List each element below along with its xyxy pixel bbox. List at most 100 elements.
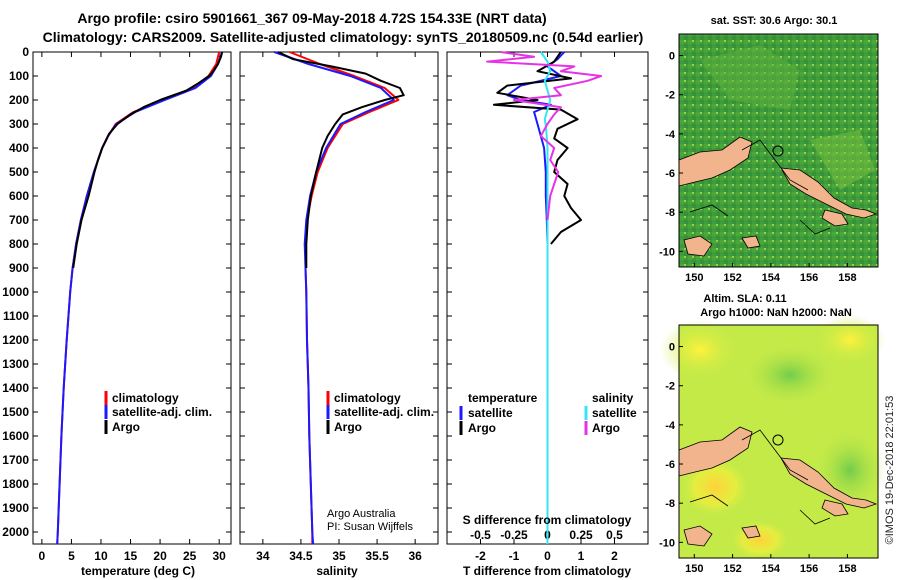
temperature-legend: climatology satellite-adj. clim. Argo bbox=[104, 391, 212, 434]
map-y-tick-label: -2 bbox=[665, 381, 675, 393]
x-tick-label: 10 bbox=[94, 549, 108, 563]
series-line-argo bbox=[72, 51, 224, 269]
x-tick-label: 5 bbox=[68, 549, 75, 563]
legend-label-s-satellite: satellite bbox=[592, 406, 637, 420]
title-line-1: Argo profile: csiro 5901661_367 09-May-2… bbox=[77, 10, 546, 26]
sst-map-title: sat. SST: 30.6 Argo: 30.1 bbox=[711, 15, 838, 27]
sla-coast-contour bbox=[689, 429, 831, 525]
series-line-argo bbox=[277, 51, 405, 268]
x-tick-label: 34.5 bbox=[289, 549, 313, 563]
legend-title-salinity: salinity bbox=[592, 391, 634, 405]
sla-peak-anomaly bbox=[680, 457, 750, 517]
legend-label-argo: Argo bbox=[334, 420, 362, 434]
depth-tick-label: 1100 bbox=[3, 309, 29, 323]
salinity-legend: climatology satellite-adj. clim. Argo bbox=[326, 391, 434, 434]
s-difference-tick-label: -0.5 bbox=[470, 528, 491, 542]
sla-island-small-1 bbox=[741, 525, 761, 539]
x-tick-label: -1 bbox=[509, 549, 520, 563]
x-tick-label: 35.5 bbox=[365, 549, 389, 563]
difference-depth-ticks bbox=[447, 51, 648, 533]
depth-tick-label: 1800 bbox=[2, 477, 29, 491]
sst-island-small-1 bbox=[741, 235, 761, 249]
sst-coast-contour bbox=[689, 139, 831, 235]
legend-label-t-satellite: satellite bbox=[468, 406, 513, 420]
map-x-tick-label: 158 bbox=[838, 563, 856, 575]
depth-tick-label: 0 bbox=[22, 45, 29, 59]
sst-map-frame bbox=[678, 33, 879, 268]
x-tick-label: 36 bbox=[408, 549, 422, 563]
difference-legend: temperature satellite Argo salinity sate… bbox=[459, 391, 637, 435]
map-x-tick-label: 154 bbox=[762, 563, 781, 575]
map-y-tick-label: -4 bbox=[665, 420, 676, 432]
credit-text: ©IMOS 19-Dec-2018 22:01:53 bbox=[884, 396, 896, 545]
temperature-axis-label: temperature (deg C) bbox=[81, 564, 195, 578]
depth-tick-label: 200 bbox=[9, 93, 29, 107]
x-tick-label: 15 bbox=[124, 549, 138, 563]
sla-argo-location-marker bbox=[772, 434, 784, 446]
sst-argo-location-marker bbox=[772, 145, 784, 157]
salinity-axis: 34 34.5 35 35.5 36 bbox=[256, 52, 422, 563]
sst-new-guinea-land bbox=[678, 136, 753, 187]
difference-panel: -2 -1 0 1 2-0.5 -0.25 0 0.25 0.5 S difference fr… bbox=[446, 51, 649, 578]
map-x-tick-label: 150 bbox=[685, 563, 703, 575]
map-y-tick-label: -10 bbox=[659, 246, 675, 258]
sla-map-subtitle: Argo h1000: NaN h2000: NaN bbox=[700, 307, 852, 319]
temperature-panel: 0100200300400500600700800900100011001200… bbox=[2, 45, 232, 578]
sst-islands-south bbox=[683, 235, 713, 257]
map-x-tick-label: 158 bbox=[838, 272, 856, 284]
salinity-series bbox=[273, 51, 405, 545]
x-tick-label: 34 bbox=[256, 549, 270, 563]
map-x-tick-label: 152 bbox=[723, 563, 741, 575]
map-x-tick-label: 156 bbox=[800, 563, 818, 575]
salinity-panel: 34 34.5 35 35.5 36 salinity climatology sate… bbox=[239, 51, 439, 578]
map-y-tick-label: -6 bbox=[665, 459, 675, 471]
depth-tick-label: 1900 bbox=[2, 501, 29, 515]
sla-map: Altim. SLA: 0.11 Argo h1000: NaN h2000: … bbox=[659, 293, 885, 575]
series-line-satellite-adj-clim- bbox=[273, 51, 395, 545]
depth-tick-label: 600 bbox=[9, 189, 29, 203]
map-y-tick-label: -4 bbox=[665, 129, 676, 141]
map-y-tick-label: 0 bbox=[669, 51, 675, 63]
x-tick-label: 20 bbox=[153, 549, 167, 563]
depth-tick-label: 800 bbox=[9, 237, 29, 251]
depth-tick-label: 400 bbox=[9, 141, 29, 155]
temperature-plot-frame bbox=[32, 51, 232, 545]
map-y-tick-label: 0 bbox=[669, 342, 675, 354]
sst-warm-patch bbox=[700, 45, 800, 110]
s-difference-label: S difference from climatology bbox=[463, 513, 632, 527]
annotation-pi: PI: Susan Wijffels bbox=[327, 521, 413, 533]
depth-tick-label: 1300 bbox=[2, 357, 29, 371]
depth-tick-label: 500 bbox=[9, 165, 29, 179]
sla-islands-south bbox=[683, 525, 713, 547]
x-tick-label: 35 bbox=[332, 549, 346, 563]
x-tick-label: 0 bbox=[544, 549, 551, 563]
depth-tick-label: 1500 bbox=[2, 405, 29, 419]
sst-map: sat. SST: 30.6 Argo: 30.1 150 152 154 156 15… bbox=[659, 15, 879, 284]
temperature-series bbox=[56, 51, 224, 545]
sla-new-britain-land bbox=[780, 457, 878, 509]
s-difference-tick-label: 0.25 bbox=[569, 528, 593, 542]
x-tick-label: 2 bbox=[611, 549, 618, 563]
map-y-tick-label: -8 bbox=[665, 498, 675, 510]
x-tick-label: 25 bbox=[183, 549, 197, 563]
series-line-t-argo bbox=[492, 51, 582, 245]
depth-tick-label: 1000 bbox=[2, 285, 29, 299]
depth-tick-label: 1700 bbox=[2, 453, 29, 467]
sla-map-title: Altim. SLA: 0.11 bbox=[703, 293, 786, 305]
depth-tick-label: 300 bbox=[9, 117, 29, 131]
annotation-argo-australia: Argo Australia bbox=[327, 508, 396, 520]
x-tick-label: 0 bbox=[39, 549, 46, 563]
map-y-tick-label: -2 bbox=[665, 90, 675, 102]
difference-series bbox=[486, 51, 603, 544]
sla-map-axes: 150 152 154 156 158 0 -2 -4 -6 -8 -10 bbox=[659, 342, 856, 575]
depth-tick-label: 1600 bbox=[2, 429, 29, 443]
depth-tick-label: 2000 bbox=[2, 525, 29, 539]
sla-high-anomaly bbox=[660, 320, 740, 380]
sst-new-britain-land bbox=[780, 167, 878, 219]
salinity-depth-ticks bbox=[240, 51, 438, 533]
legend-title-temperature: temperature bbox=[468, 391, 538, 405]
map-x-tick-label: 152 bbox=[723, 272, 741, 284]
sla-map-frame bbox=[678, 324, 879, 559]
map-x-tick-label: 150 bbox=[685, 272, 703, 284]
